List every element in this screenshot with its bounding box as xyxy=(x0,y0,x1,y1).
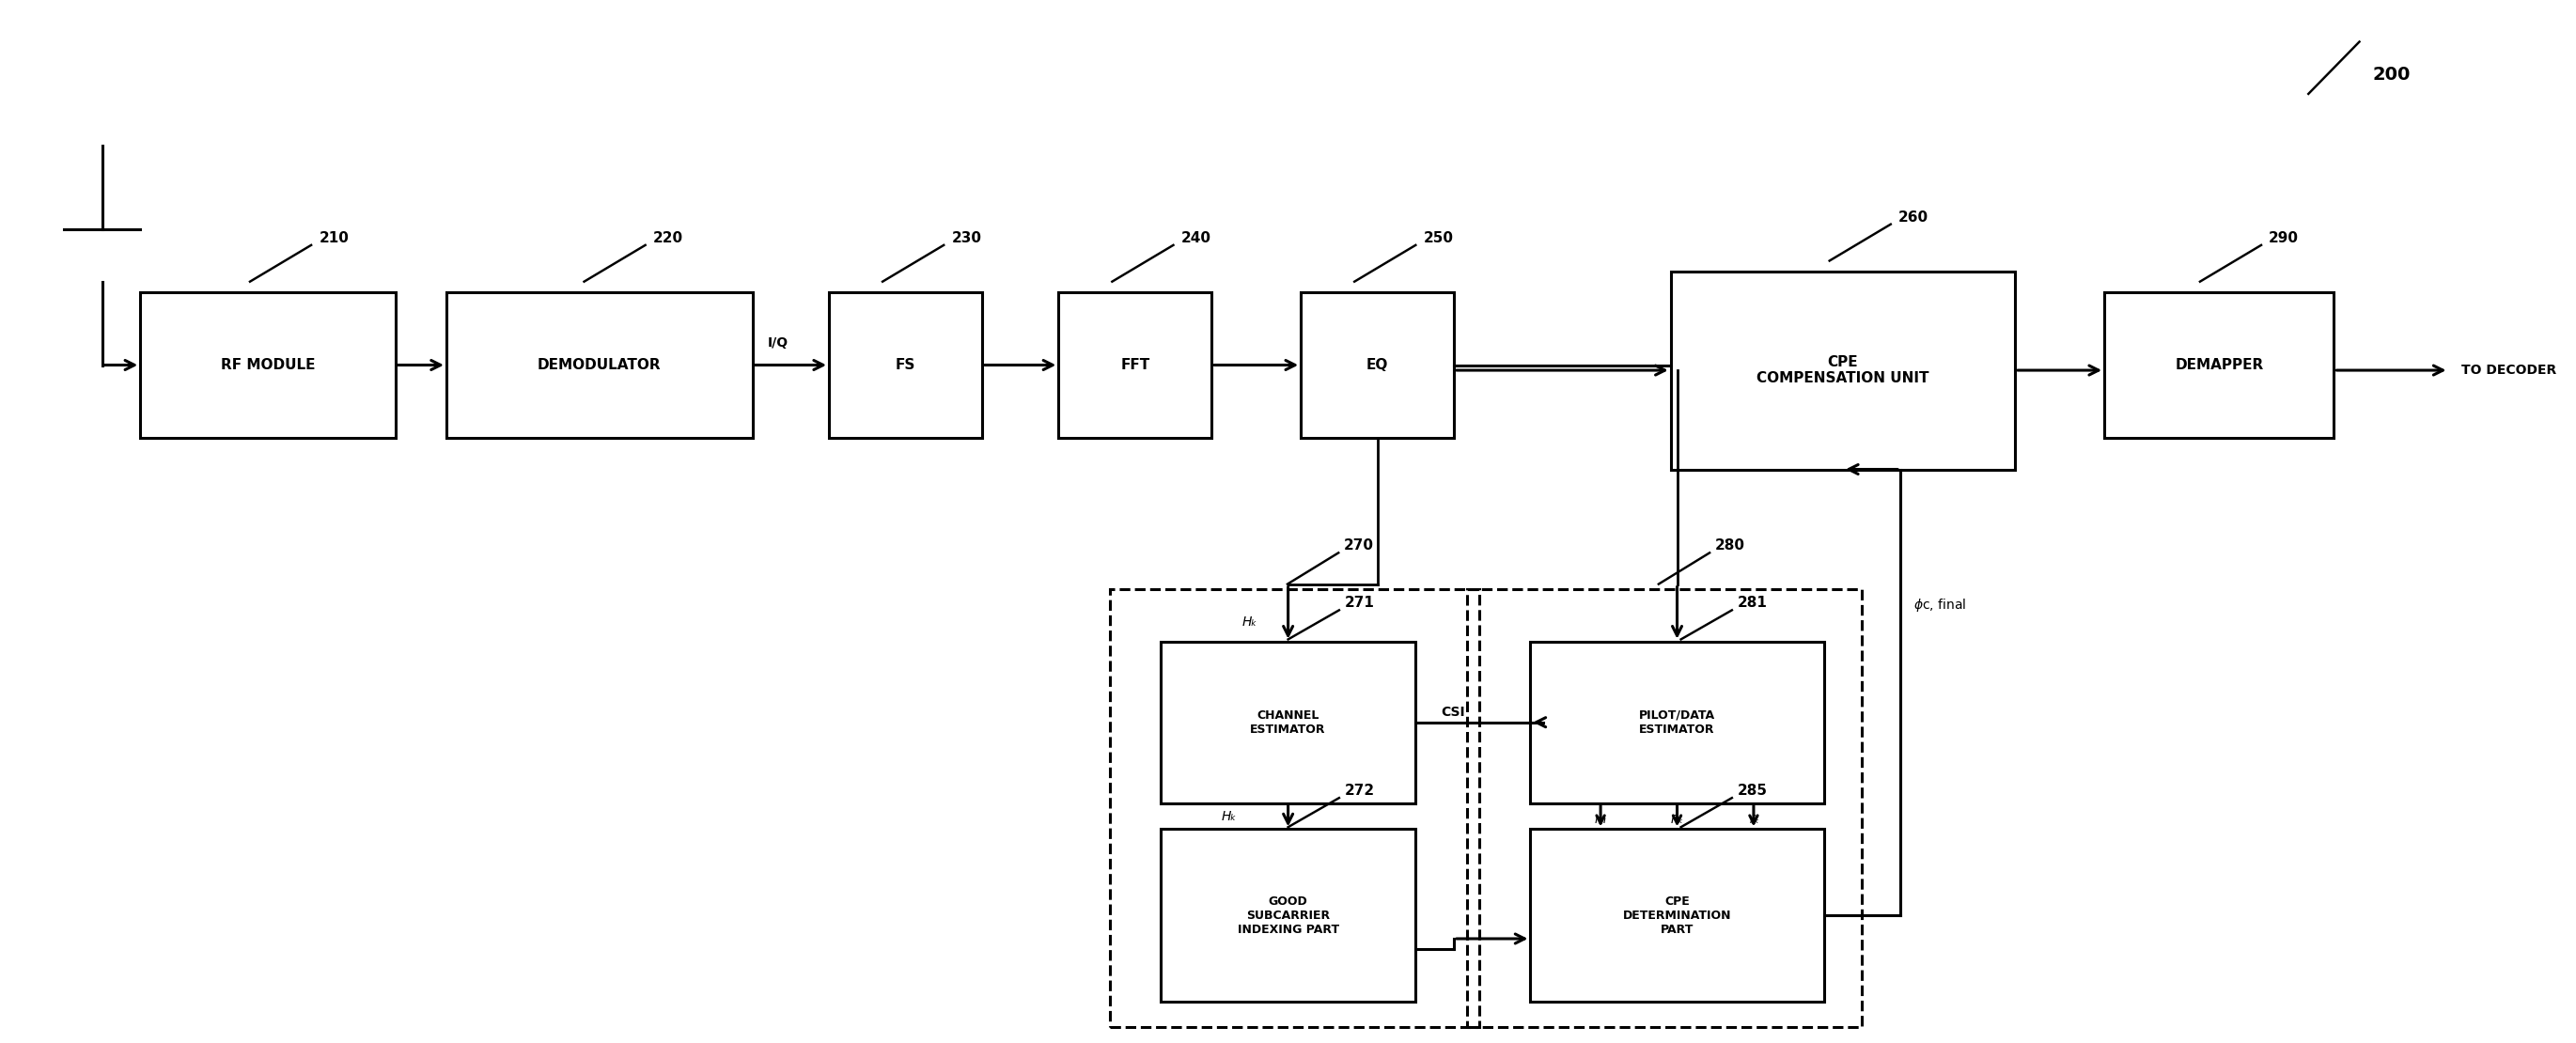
Text: 272: 272 xyxy=(1345,783,1376,798)
Text: I/Q: I/Q xyxy=(768,336,788,349)
Text: 220: 220 xyxy=(652,231,683,245)
FancyBboxPatch shape xyxy=(1162,641,1417,803)
Text: RF MODULE: RF MODULE xyxy=(222,358,314,372)
Text: 240: 240 xyxy=(1180,231,1211,245)
FancyBboxPatch shape xyxy=(829,292,981,438)
FancyBboxPatch shape xyxy=(1059,292,1211,438)
Text: 230: 230 xyxy=(951,231,981,245)
FancyBboxPatch shape xyxy=(1672,271,2014,469)
Text: $\phi$c, final: $\phi$c, final xyxy=(1914,597,1965,613)
Text: CHANNEL
ESTIMATOR: CHANNEL ESTIMATOR xyxy=(1249,709,1327,735)
Text: Hₖ: Hₖ xyxy=(1221,809,1236,823)
Text: Hₖ: Hₖ xyxy=(1242,615,1257,629)
Text: 200: 200 xyxy=(2372,66,2411,83)
Text: CSI: CSI xyxy=(1440,705,1466,719)
FancyBboxPatch shape xyxy=(1530,641,1824,803)
Text: 260: 260 xyxy=(1899,210,1929,224)
Text: 270: 270 xyxy=(1345,538,1373,553)
Text: Rₖ: Rₖ xyxy=(1669,814,1685,826)
Text: GOOD
SUBCARRIER
INDEXING PART: GOOD SUBCARRIER INDEXING PART xyxy=(1236,895,1340,936)
FancyBboxPatch shape xyxy=(2105,292,2334,438)
Text: DEMAPPER: DEMAPPER xyxy=(2174,358,2264,372)
Text: 281: 281 xyxy=(1736,596,1767,610)
Text: 285: 285 xyxy=(1736,783,1767,798)
FancyBboxPatch shape xyxy=(446,292,752,438)
Text: FFT: FFT xyxy=(1121,358,1149,372)
Text: PILOT/DATA
ESTIMATOR: PILOT/DATA ESTIMATOR xyxy=(1638,709,1716,735)
Text: DEMODULATOR: DEMODULATOR xyxy=(538,358,662,372)
FancyBboxPatch shape xyxy=(139,292,394,438)
Text: Yₖ: Yₖ xyxy=(1747,814,1759,826)
Text: TO DECODER: TO DECODER xyxy=(2463,364,2555,377)
FancyBboxPatch shape xyxy=(1162,829,1417,1001)
Text: 280: 280 xyxy=(1716,538,1744,553)
Text: 271: 271 xyxy=(1345,596,1373,610)
Text: 290: 290 xyxy=(2269,231,2298,245)
Text: FS: FS xyxy=(896,358,914,372)
Text: 210: 210 xyxy=(319,231,348,245)
Text: EQ: EQ xyxy=(1365,358,1388,372)
FancyBboxPatch shape xyxy=(1301,292,1453,438)
Text: 250: 250 xyxy=(1425,231,1453,245)
Text: m: m xyxy=(1595,814,1607,826)
FancyBboxPatch shape xyxy=(1530,829,1824,1001)
Text: CPE
DETERMINATION
PART: CPE DETERMINATION PART xyxy=(1623,895,1731,936)
Text: CPE
COMPENSATION UNIT: CPE COMPENSATION UNIT xyxy=(1757,355,1929,386)
